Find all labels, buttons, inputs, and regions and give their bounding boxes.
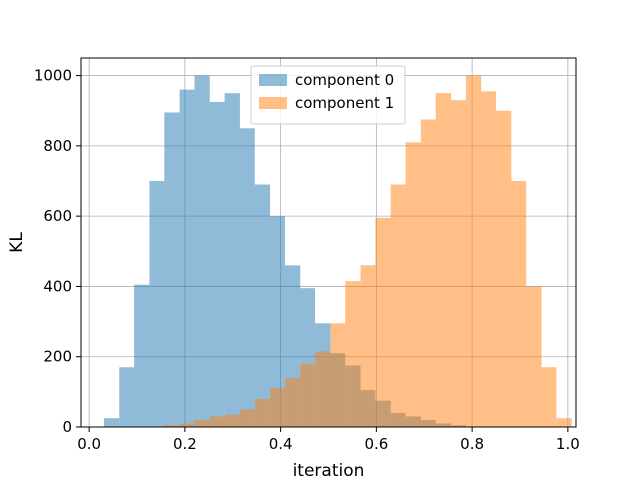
bar-component-1 bbox=[164, 425, 180, 427]
bar-component-1 bbox=[451, 100, 466, 428]
bar-component-1 bbox=[284, 377, 301, 427]
y-tick-label: 1000 bbox=[34, 67, 72, 85]
legend-label-component-0: component 0 bbox=[295, 71, 394, 89]
x-tick-label: 0.6 bbox=[364, 435, 388, 453]
bar-component-1 bbox=[420, 119, 436, 427]
legend-label-component-1: component 1 bbox=[295, 94, 394, 112]
bar-component-1 bbox=[194, 419, 210, 427]
bar-component-0 bbox=[164, 112, 180, 427]
y-tick-label: 600 bbox=[43, 207, 72, 225]
bar-component-1 bbox=[481, 91, 497, 427]
legend: component 0 component 1 bbox=[250, 65, 406, 125]
bar-component-1 bbox=[330, 323, 346, 427]
x-tick-label: 1.0 bbox=[556, 435, 580, 453]
x-axis-label: iteration bbox=[293, 461, 365, 480]
bar-component-0 bbox=[134, 284, 150, 427]
bar-component-1 bbox=[300, 363, 316, 427]
bar-component-1 bbox=[375, 217, 391, 427]
bar-component-1 bbox=[541, 367, 557, 427]
y-tick-label: 0 bbox=[62, 418, 72, 436]
y-tick-label: 400 bbox=[43, 277, 72, 295]
legend-swatch-component-1 bbox=[259, 97, 287, 109]
bar-component-1 bbox=[556, 418, 572, 427]
x-axis-ticks: 0.0 0.2 0.4 0.6 0.8 1.0 bbox=[77, 427, 580, 453]
bar-component-1 bbox=[405, 142, 421, 428]
bar-component-1 bbox=[209, 416, 225, 427]
bar-component-1 bbox=[270, 388, 285, 427]
y-tick-label: 800 bbox=[43, 137, 72, 155]
x-tick-label: 0.2 bbox=[173, 435, 197, 453]
bar-component-1 bbox=[465, 75, 482, 428]
bar-component-0 bbox=[149, 181, 165, 427]
y-axis-ticks: 0 200 400 600 800 1000 bbox=[34, 67, 81, 436]
y-tick-label: 200 bbox=[43, 348, 72, 366]
bar-component-1 bbox=[526, 286, 542, 427]
bar-component-1 bbox=[315, 351, 331, 427]
bar-component-0 bbox=[179, 89, 195, 427]
bar-component-0 bbox=[194, 75, 210, 428]
bar-component-1 bbox=[179, 423, 195, 427]
bar-component-1 bbox=[496, 110, 512, 427]
bar-component-0 bbox=[103, 418, 120, 427]
x-tick-label: 0.8 bbox=[460, 435, 484, 453]
bar-component-0 bbox=[270, 216, 285, 427]
bar-component-1 bbox=[390, 184, 406, 427]
bar-component-0 bbox=[239, 128, 255, 428]
bar-component-1 bbox=[435, 93, 452, 428]
bar-component-1 bbox=[224, 414, 240, 427]
bar-component-0 bbox=[254, 184, 271, 427]
legend-box bbox=[250, 65, 406, 125]
x-tick-label: 0.0 bbox=[77, 435, 101, 453]
legend-swatch-component-0 bbox=[259, 74, 287, 86]
bar-component-0 bbox=[119, 367, 135, 427]
y-axis-label: KL bbox=[7, 232, 27, 253]
x-tick-label: 0.4 bbox=[269, 435, 293, 453]
bar-component-1 bbox=[345, 281, 361, 427]
bar-component-1 bbox=[254, 398, 271, 427]
bar-component-0 bbox=[209, 101, 225, 427]
series-component-1-bars bbox=[164, 75, 572, 428]
bar-component-1 bbox=[239, 409, 255, 427]
bar-component-1 bbox=[360, 265, 376, 427]
bar-component-1 bbox=[511, 181, 527, 427]
plot-area-frame bbox=[80, 57, 577, 428]
bar-component-0 bbox=[224, 93, 240, 428]
